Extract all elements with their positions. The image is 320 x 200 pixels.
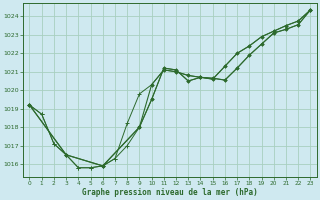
- X-axis label: Graphe pression niveau de la mer (hPa): Graphe pression niveau de la mer (hPa): [82, 188, 258, 197]
